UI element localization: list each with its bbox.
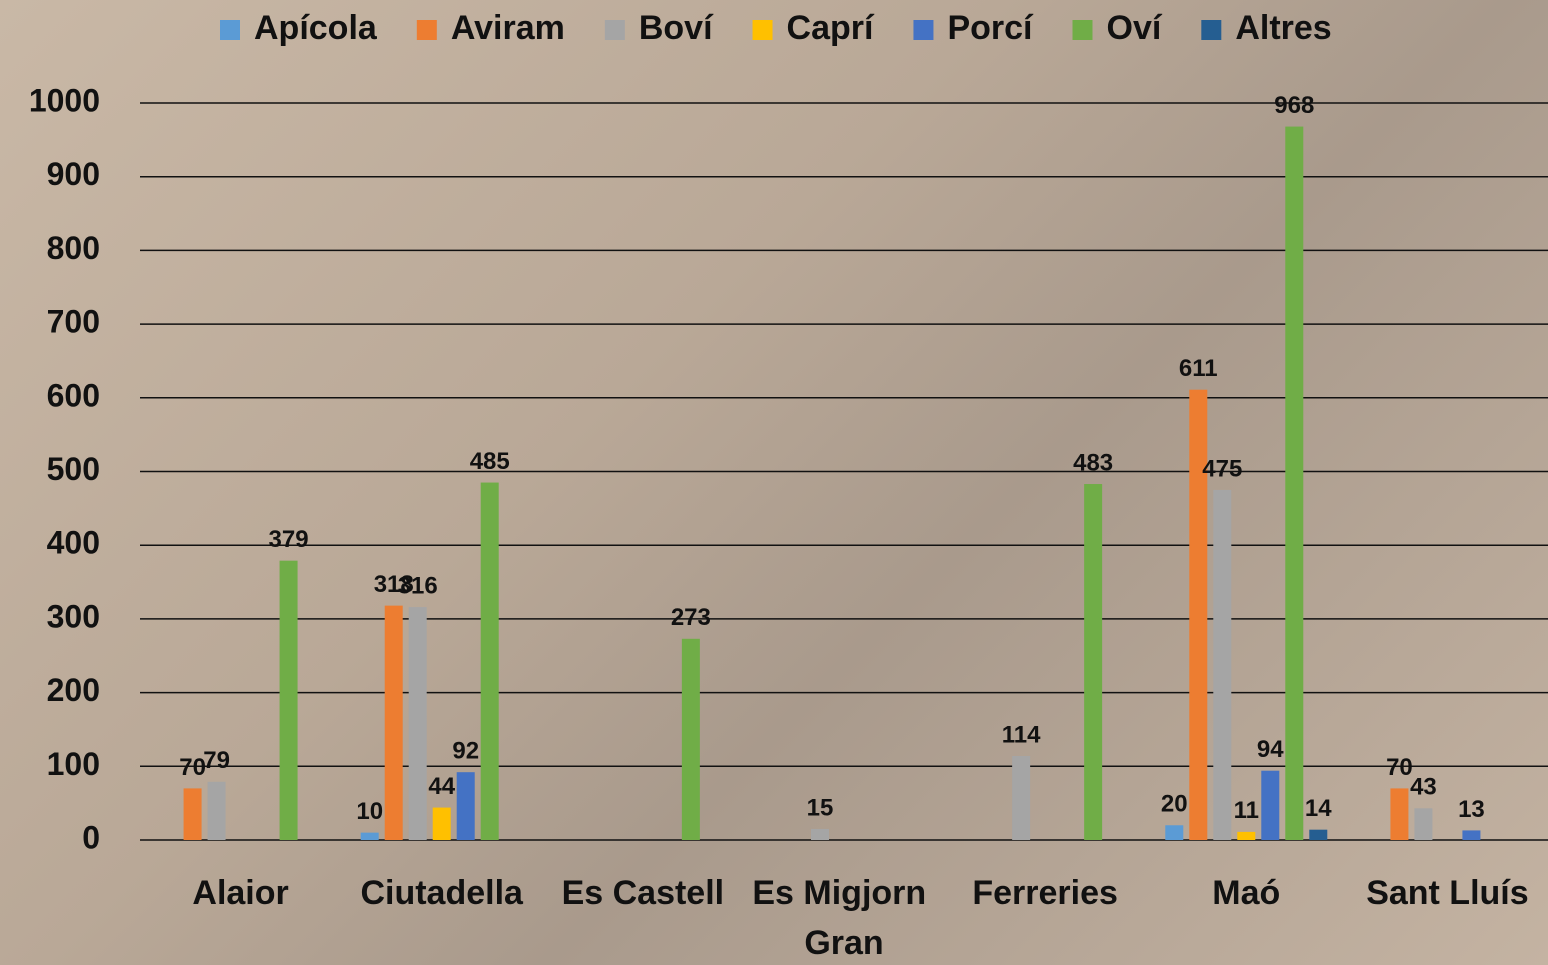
bar (409, 607, 427, 840)
data-label: 20 (1161, 791, 1188, 818)
data-label: 10 (356, 798, 383, 825)
x-tick-label: Alaior (192, 874, 288, 912)
y-tick-label: 700 (47, 304, 100, 340)
legend-label: Porcí (947, 9, 1034, 47)
legend-label: Oví (1107, 9, 1163, 47)
legend-swatch (417, 20, 437, 40)
data-label: 44 (428, 773, 455, 800)
bar (1261, 771, 1279, 840)
bar (385, 606, 403, 840)
legend-label: Altres (1235, 9, 1331, 47)
legend-swatch (605, 20, 625, 40)
bar (280, 561, 298, 840)
bar (1165, 825, 1183, 840)
data-label: 11 (1234, 797, 1259, 824)
bar (1285, 127, 1303, 840)
bar (361, 833, 379, 840)
data-label: 379 (269, 526, 309, 553)
bar (1462, 830, 1480, 840)
bar (184, 788, 202, 840)
legend-swatch (913, 20, 933, 40)
y-tick-label: 200 (47, 672, 100, 708)
bar (1414, 808, 1432, 840)
data-label: 92 (452, 738, 479, 765)
y-tick-label: 500 (47, 451, 100, 487)
data-label: 114 (1002, 721, 1041, 748)
legend-label: Boví (639, 9, 714, 47)
data-label: 316 (398, 572, 438, 599)
data-label: 70 (179, 754, 206, 781)
x-tick-label: Ferreries (972, 874, 1118, 912)
y-tick-label: 800 (47, 230, 100, 266)
legend-swatch (220, 20, 240, 40)
bar (1237, 832, 1255, 840)
data-label: 15 (807, 794, 834, 821)
bar (481, 483, 499, 840)
legend-swatch (1073, 20, 1093, 40)
chart: 0 100 200 300 400 500 600 700 800 900 1000 Apícola A… (0, 0, 1548, 965)
legend-swatch (753, 20, 773, 40)
y-tick-label: 1000 (29, 82, 100, 118)
bar (811, 829, 829, 840)
y-tick-label: 900 (47, 156, 100, 192)
bar (457, 772, 475, 840)
data-label: 70 (1386, 754, 1413, 781)
legend-label: Aviram (451, 9, 565, 47)
x-tick-label: Maó (1212, 874, 1280, 912)
data-label: 13 (1458, 796, 1485, 823)
data-label: 485 (470, 448, 510, 475)
x-tick-label: Es Castell (562, 874, 725, 912)
bar (1390, 788, 1408, 840)
bar (682, 639, 700, 840)
y-tick-label: 600 (47, 377, 100, 413)
bar (433, 808, 451, 840)
data-label: 611 (1179, 355, 1218, 382)
legend-label: Apícola (254, 9, 378, 47)
bar (1213, 490, 1231, 840)
data-label: 79 (203, 747, 230, 774)
legend-label: Caprí (787, 9, 875, 47)
y-tick-label: 0 (82, 819, 100, 855)
data-label: 94 (1257, 736, 1284, 763)
data-label: 483 (1073, 449, 1113, 476)
bar (208, 782, 226, 840)
data-label: 968 (1274, 92, 1314, 119)
data-label: 14 (1305, 795, 1332, 822)
data-label: 475 (1202, 455, 1242, 482)
bar (1084, 484, 1102, 840)
legend-swatch (1201, 20, 1221, 40)
data-label: 273 (671, 604, 711, 631)
y-tick-label: 400 (47, 525, 100, 561)
x-tick-label: Sant Lluís (1366, 874, 1528, 912)
x-tick-label: Es Migjorn Gran (752, 874, 935, 962)
data-label: 43 (1410, 774, 1437, 801)
bar (1012, 756, 1030, 840)
bar (1309, 830, 1327, 840)
y-tick-label: 300 (47, 598, 100, 634)
y-tick-label: 100 (47, 746, 100, 782)
x-tick-label: Ciutadella (360, 874, 524, 912)
